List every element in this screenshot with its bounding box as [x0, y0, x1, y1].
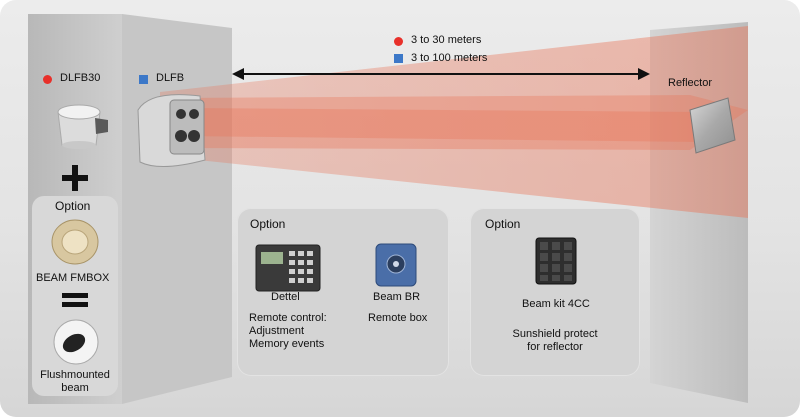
beam-br-device — [375, 243, 417, 287]
beam-inner — [185, 108, 700, 142]
option-box-1-title: Option — [250, 217, 286, 231]
beam-kit-label: Beam kit 4CC — [522, 298, 590, 310]
dettel-device — [255, 244, 321, 292]
sunshield-line-2: for reflector — [527, 341, 583, 353]
flushmounted-line-1: Flushmounted — [40, 369, 110, 381]
option-box-2-title: Option — [485, 217, 521, 231]
flushmounted-line-2: beam — [61, 382, 89, 394]
dettel-label: Dettel — [271, 291, 300, 303]
legend-red-dot — [394, 37, 403, 46]
remote-control-line-3: Memory events — [249, 338, 325, 350]
sunshield-text: Sunshield protect for reflector — [470, 328, 640, 354]
beam-fmbox-device — [51, 219, 99, 265]
arrow-head-right — [638, 68, 650, 80]
equals-bar-bottom — [62, 302, 88, 307]
dlfb-label: DLFB — [156, 72, 185, 84]
dlfb30-label: DLFB30 — [60, 72, 101, 84]
equals-bar-top — [62, 293, 88, 298]
remote-control-line-1: Remote control: — [249, 312, 327, 324]
remote-box-label: Remote box — [368, 312, 428, 324]
beam-middle — [175, 95, 748, 150]
dlfb30-device — [57, 104, 108, 149]
dlfb-blue-square — [139, 75, 148, 84]
beam-kit-4cc-device — [535, 237, 577, 285]
dlfb30-red-dot — [43, 75, 52, 84]
reflector-shape — [689, 97, 736, 154]
sunshield-line-1: Sunshield protect — [512, 328, 598, 340]
flushmounted-label: Flushmounted beam — [32, 369, 118, 395]
legend-blue-label: 3 to 100 meters — [411, 52, 488, 64]
dlfb-device — [137, 94, 206, 168]
remote-control-line-2: Adjustment — [249, 325, 305, 337]
legend-red-label: 3 to 30 meters — [411, 34, 482, 46]
plus-bar-v — [72, 165, 78, 191]
arrow-head-left — [232, 68, 244, 80]
flushmounted-beam-device — [53, 319, 99, 365]
option-box-remote: Option Dettel Beam BR Remote control: Ad… — [237, 208, 449, 376]
fmbox-label: BEAM FMBOX — [36, 272, 110, 284]
remote-control-text: Remote control: Adjustment Memory events — [249, 312, 327, 351]
left-option-title: Option — [55, 199, 91, 213]
reflector-label: Reflector — [668, 77, 713, 89]
option-box-sunshield: Option Beam kit 4CC Sunshield protect fo… — [470, 208, 640, 376]
beam-br-label: Beam BR — [373, 291, 421, 303]
legend-blue-square — [394, 54, 403, 63]
